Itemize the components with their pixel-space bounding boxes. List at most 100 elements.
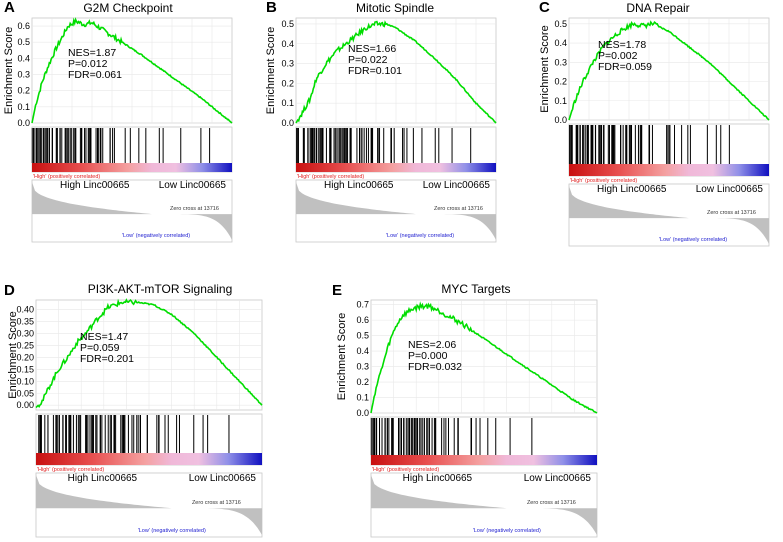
high-group-label: High Linc00665 [403,473,473,484]
rank-color-bar [569,164,769,176]
fdr-value: FDR=0.032 [408,361,462,373]
y-tick-label: 0.3 [554,57,567,67]
y-tick-label: 0.15 [16,364,34,374]
ranked-metric-area [371,475,597,535]
p-value: P=0.059 [80,342,120,354]
zero-cross-label: Zero cross at 13716 [527,500,576,506]
rank-color-bar [36,453,262,465]
y-tick-label: 0.0 [554,115,567,125]
negative-correlation-label: 'Low' (negatively correlated) [473,528,541,534]
y-tick-label: 0.3 [356,362,369,372]
es-curve-line [295,20,497,124]
y-tick-label: 0.2 [356,377,369,387]
high-group-label: High Linc00665 [597,184,667,195]
high-group-label: High Linc00665 [324,180,394,191]
p-value: P=0.000 [408,350,448,362]
panel-label: E [332,282,342,299]
y-tick-label: 0.20 [16,352,34,362]
y-tick-label: 0.4 [554,38,567,48]
negative-correlation-label: 'Low' (negatively correlated) [386,233,454,239]
nes-value: NES=1.66 [348,43,396,55]
panel-label: D [4,282,15,299]
y-tick-label: 0.5 [356,331,369,341]
panel-title: MYC Targets [441,282,510,296]
zero-cross-label: Zero cross at 13716 [170,206,219,212]
nes-value: NES=1.78 [598,39,646,51]
p-value: P=0.012 [68,58,108,70]
positive-correlation-label: 'High' (positively correlated) [372,467,439,473]
ranked-metric-area [296,182,496,240]
y-axis-label: Enrichment Score [265,27,277,114]
y-axis-label: Enrichment Score [336,313,348,400]
positive-correlation-label: 'High' (positively correlated) [33,174,100,180]
ranked-metric-area [569,186,769,244]
y-tick-label: 0.1 [281,98,294,108]
es-curve-line [31,17,233,124]
es-curve-line [370,301,598,414]
y-tick-label: 0.05 [16,388,34,398]
ranked-metric-area [32,182,232,240]
high-group-label: High Linc00665 [60,180,130,191]
low-group-label: Low Linc00665 [159,180,227,191]
y-tick-label: 0.3 [17,70,30,80]
positive-correlation-label: 'High' (positively correlated) [37,467,104,473]
y-tick-label: 0.40 [16,305,34,315]
fdr-value: FDR=0.061 [68,69,122,81]
zero-cross-label: Zero cross at 13716 [707,210,756,216]
low-group-label: Low Linc00665 [524,473,592,484]
zero-cross-label: Zero cross at 13716 [192,500,241,506]
nes-value: NES=2.06 [408,339,456,351]
high-group-label: High Linc00665 [68,473,138,484]
rank-color-bar [296,163,496,172]
panel-title: Mitotic Spindle [356,1,434,15]
p-value: P=0.002 [598,50,638,62]
es-curve-line [568,20,770,121]
p-value: P=0.022 [348,54,388,66]
positive-correlation-label: 'High' (positively correlated) [297,174,364,180]
low-group-label: Low Linc00665 [696,184,764,195]
panel-e: E MYC Targets Enrichment Score 0.7 0.6 0.5 0.4… [332,282,598,538]
y-tick-label: 0.3 [281,59,294,69]
y-tick-label: 0.7 [356,300,369,310]
y-tick-label: 0.6 [356,315,369,325]
nes-value: NES=1.47 [80,331,128,343]
y-tick-label: 0.4 [17,53,30,63]
y-tick-label: 0.5 [281,19,294,29]
rank-color-bar [371,455,597,465]
y-tick-label: 0.35 [16,317,34,327]
zero-cross-label: Zero cross at 13716 [434,206,483,212]
es-curve-line [35,298,263,409]
y-tick-label: 0.1 [356,393,369,403]
y-tick-label: 0.0 [281,118,294,128]
y-tick-label: 0.2 [17,86,30,96]
y-tick-label: 0.0 [356,408,369,418]
panel-label: B [266,0,277,16]
low-group-label: Low Linc00665 [189,473,257,484]
positive-correlation-label: 'High' (positively correlated) [570,178,637,184]
y-tick-label: 0.5 [17,37,30,47]
y-axis-label: Enrichment Score [7,311,19,398]
panel-title: G2M Checkpoint [83,1,173,15]
y-tick-label: 0.00 [16,400,34,410]
negative-correlation-label: 'Low' (negatively correlated) [659,237,727,243]
panel-b: B Mitotic Spindle Enrichment Score 0.5 0.4 0.… [265,0,497,243]
ranked-metric-area [36,475,262,535]
y-tick-label: 0.4 [356,346,369,356]
y-tick-label: 0.4 [281,39,294,49]
y-axis-label: Enrichment Score [3,27,15,114]
negative-correlation-label: 'Low' (negatively correlated) [122,233,190,239]
y-tick-label: 0.1 [17,102,30,112]
y-tick-label: 0.2 [281,78,294,88]
y-tick-label: 0.25 [16,340,34,350]
y-axis-label: Enrichment Score [539,25,551,112]
fdr-value: FDR=0.201 [80,353,134,365]
y-tick-label: 0.6 [17,21,30,31]
y-tick-label: 0.5 [554,19,567,29]
panel-title: PI3K-AKT-mTOR Signaling [88,282,233,296]
panel-label: C [539,0,550,16]
y-tick-label: 0.10 [16,376,34,386]
panel-label: A [4,0,15,16]
